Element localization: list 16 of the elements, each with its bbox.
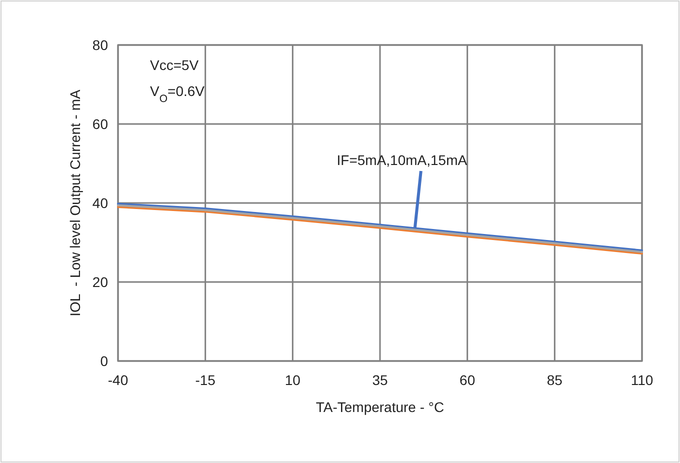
- x-tick-label: 85: [546, 372, 563, 388]
- x-tick-label: -40: [108, 372, 128, 388]
- y-tick-label: 40: [92, 195, 108, 211]
- x-axis-title: TA-Temperature - °C: [316, 399, 444, 415]
- y-tick-label: 20: [92, 274, 108, 290]
- y-tick-label: 80: [92, 37, 108, 53]
- annotation: Vcc=5V: [150, 57, 200, 73]
- annotation: V$_{O}$=0.6V: [150, 83, 206, 105]
- y-tick-label: 60: [92, 116, 108, 132]
- x-tick-label: 60: [460, 372, 476, 388]
- x-tick-label: 110: [630, 372, 654, 388]
- x-tick-label: 10: [284, 372, 301, 388]
- y-axis-title: IOL - Low level Output Current - mA: [67, 89, 83, 316]
- x-tick-label: -15: [195, 372, 216, 388]
- x-tick-label: 35: [372, 372, 388, 388]
- y-tick-label: 0: [100, 353, 108, 369]
